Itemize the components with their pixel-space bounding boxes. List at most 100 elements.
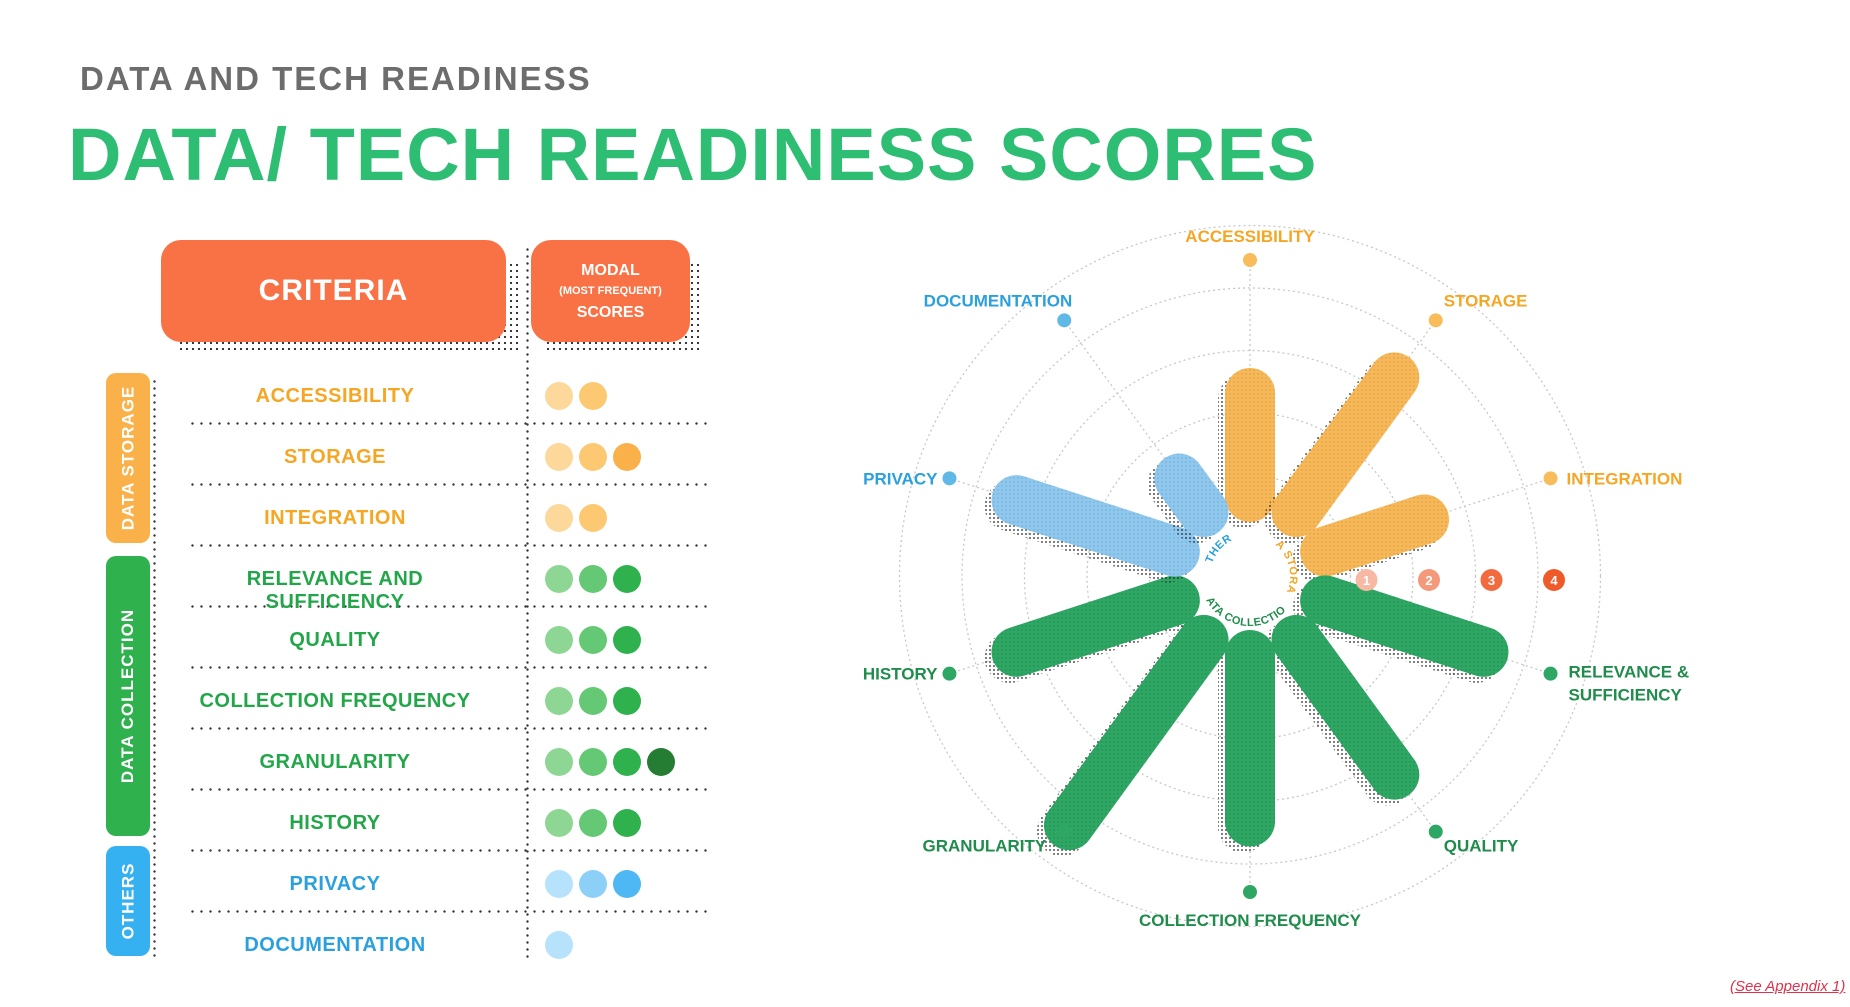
score-dot <box>545 687 573 715</box>
bar-storage <box>1264 352 1420 544</box>
score-dot <box>545 870 573 898</box>
scale-tick-label: 3 <box>1488 573 1495 588</box>
score-dots <box>545 748 675 776</box>
category-divider <box>153 378 156 958</box>
row-separator <box>188 483 713 486</box>
score-dot <box>579 504 607 532</box>
criteria-label: INTEGRATION <box>264 507 406 529</box>
category-pill-data-storage: DATA STORAGE <box>106 373 150 543</box>
criteria-label: PRIVACY <box>289 873 381 895</box>
grid-ring <box>898 224 1602 928</box>
score-dot <box>545 565 573 593</box>
score-dot <box>545 382 573 410</box>
score-dot <box>579 748 607 776</box>
supertitle: DATA AND TECH READINESS <box>80 60 592 97</box>
criteria-header-label: CRITERIA <box>258 274 409 307</box>
category-label: PRIVACY <box>863 469 938 488</box>
category-label: DOCUMENTATION <box>924 291 1073 310</box>
score-dots <box>545 626 641 654</box>
criteria-label: DOCUMENTATION <box>244 934 426 956</box>
scores-header-line1: MODAL <box>581 261 640 279</box>
bar-documentation <box>1147 453 1229 544</box>
score-dot <box>613 565 641 593</box>
bar-quality <box>1264 614 1420 806</box>
category-label-others: OTHERS <box>118 862 137 940</box>
row-separator <box>188 910 713 913</box>
category-label: STORAGE <box>1444 291 1528 310</box>
category-label: ACCESSIBILITY <box>1185 227 1315 246</box>
score-dot <box>647 748 675 776</box>
bar-texture <box>1271 352 1420 538</box>
criteria-label: GRANULARITY <box>259 751 411 773</box>
score-dot <box>579 687 607 715</box>
column-divider <box>526 246 529 958</box>
appendix-link[interactable]: (See Appendix 1) <box>1730 978 1846 995</box>
category-pill-others: OTHERS <box>106 846 150 956</box>
score-dots <box>545 565 641 593</box>
score-dots <box>545 931 573 959</box>
score-dot <box>545 626 573 654</box>
bar-integration <box>1293 494 1450 583</box>
bar-history <box>984 575 1200 683</box>
bar-granularity <box>1036 614 1229 857</box>
bar-texture <box>1043 614 1229 851</box>
category-marker <box>1543 666 1558 681</box>
score-dots <box>545 382 607 410</box>
score-dot <box>545 748 573 776</box>
score-dots <box>545 870 641 898</box>
score-dot <box>545 443 573 471</box>
bar-texture <box>991 475 1200 577</box>
criteria-header: CRITERIA <box>161 240 506 342</box>
score-dot <box>613 748 641 776</box>
scale-tick-label: 1 <box>1363 573 1370 588</box>
category-marker <box>1428 824 1443 839</box>
bar-texture <box>1300 494 1450 577</box>
criteria-label: ACCESSIBILITY <box>255 385 415 407</box>
category-marker <box>1543 471 1558 486</box>
scale-tick-label: 2 <box>1425 573 1432 588</box>
scale-tick-marker <box>1355 569 1378 591</box>
scores-header-line3: SCORES <box>576 303 645 321</box>
criteria-label: COLLECTION FREQUENCY <box>199 690 471 712</box>
score-dot <box>579 382 607 410</box>
category-marker <box>942 471 957 486</box>
category-marker <box>1243 885 1257 899</box>
grid-ring <box>1023 349 1477 803</box>
score-dot <box>613 809 641 837</box>
row-separator <box>188 422 713 425</box>
bar-texture <box>991 575 1200 677</box>
score-dot <box>579 443 607 471</box>
category-label: RELEVANCE & SUFFICIENCY <box>1569 663 1690 705</box>
row-separator <box>188 666 713 669</box>
score-dots <box>545 504 607 532</box>
scale-tick-label: 4 <box>1550 573 1558 588</box>
scale-tick-marker <box>1543 569 1565 591</box>
score-dot <box>579 870 607 898</box>
criteria-label: RELEVANCE AND SUFFICIENCY <box>246 568 424 613</box>
category-pill-data-collection: DATA COLLECTION <box>106 556 150 836</box>
category-label-data-collection: DATA COLLECTION <box>118 608 137 784</box>
category-marker <box>1057 824 1072 839</box>
category-label: QUALITY <box>1444 837 1519 856</box>
category-label-data-storage: DATA STORAGE <box>118 385 138 531</box>
score-dot <box>613 626 641 654</box>
score-dot <box>545 931 573 959</box>
bar-texture <box>1300 575 1509 677</box>
scores-header-line2: (MOST FREQUENT) <box>559 284 662 297</box>
score-dot <box>613 687 641 715</box>
score-dot <box>613 443 641 471</box>
criteria-label: STORAGE <box>283 446 387 468</box>
row-separator <box>188 605 713 608</box>
grid-ring <box>961 287 1539 865</box>
row-separator <box>188 727 713 730</box>
scale-tick-marker <box>1418 569 1440 591</box>
score-dot <box>613 870 641 898</box>
bar-texture <box>1271 614 1420 800</box>
score-dot <box>579 626 607 654</box>
category-label-line: RELEVANCE & <box>1569 663 1690 682</box>
category-label: COLLECTION FREQUENCY <box>1139 911 1362 930</box>
category-marker <box>1243 253 1257 267</box>
score-dot <box>545 504 573 532</box>
score-dots <box>545 443 641 471</box>
row-separator <box>188 788 713 791</box>
